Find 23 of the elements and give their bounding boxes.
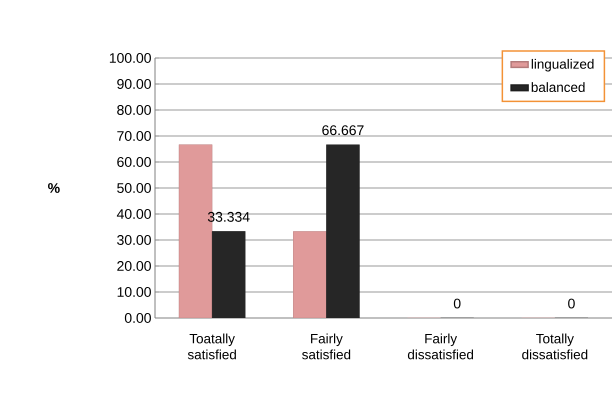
y-tick-label: 90.00 — [117, 79, 151, 89]
x-tick-label: Toatally satisfied — [188, 334, 236, 360]
y-tick-label: 70.00 — [117, 131, 151, 141]
y-tick-label: 30.00 — [117, 235, 151, 245]
y-tick-label: 60.00 — [117, 157, 151, 167]
y-tick-label: 20.00 — [117, 261, 151, 271]
legend-label: lingualized — [532, 58, 594, 72]
x-tick-label: Fairly satisfied — [302, 334, 350, 360]
y-tick-label: 40.00 — [116, 209, 151, 219]
legend-label: balanced — [532, 82, 585, 92]
data-label: 33.334 — [208, 212, 250, 222]
y-tick-label: 50.00 — [117, 183, 151, 193]
data-label: 0 — [454, 298, 461, 308]
y-tick-label: 10.00 — [118, 287, 151, 297]
data-label: 66.667 — [322, 125, 364, 136]
y-tick-label: 80.00 — [117, 105, 151, 115]
bar — [293, 231, 327, 318]
x-tick-label: Totally dissatisfied — [522, 334, 588, 360]
y-axis-title: % — [48, 183, 60, 193]
y-tick-label: 0.00 — [124, 313, 151, 323]
data-label: 0 — [568, 298, 575, 308]
y-tick-label: 100.00 — [110, 53, 151, 63]
x-tick-label: Fairly dissatisfied — [408, 334, 474, 360]
